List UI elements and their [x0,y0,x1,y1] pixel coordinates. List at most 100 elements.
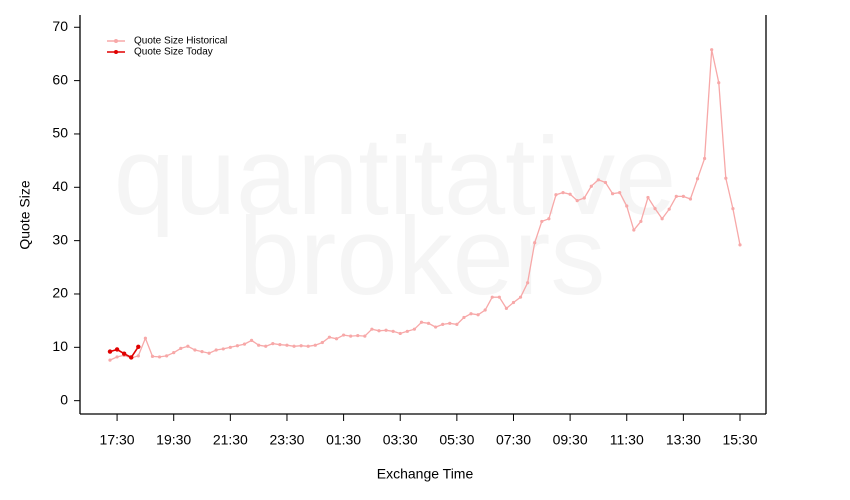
x-tick-label: 19:30 [156,432,191,448]
x-tick-label: 03:30 [383,432,418,448]
y-tick-label: 70 [52,18,68,34]
data-point [426,321,431,325]
data-point [278,343,282,347]
data-point [575,199,579,203]
data-point [667,207,671,211]
y-tick-label: 0 [60,391,68,407]
data-point [143,336,147,340]
x-axis-label: Exchange Time [377,466,474,482]
x-tick-label: 01:30 [326,432,361,448]
data-point [363,334,367,338]
data-point [568,192,572,196]
data-point [165,354,169,358]
x-tick-label: 09:30 [553,432,588,448]
data-point [476,313,480,317]
data-point [441,322,445,326]
data-point [384,328,388,332]
data-point [186,344,190,348]
data-point [356,333,360,338]
x-tick-label: 13:30 [666,432,701,448]
legend-marker [114,50,118,54]
data-point [200,349,204,354]
data-point [610,192,615,196]
data-point [320,340,324,345]
x-tick-label: 21:30 [213,432,248,448]
data-point [632,228,636,232]
data-point [469,312,473,316]
data-point [136,344,141,349]
x-tick-label: 05:30 [439,432,474,448]
data-point [596,178,601,182]
data-point [207,351,211,355]
data-point [107,349,113,354]
data-point [710,48,714,52]
data-point [214,348,218,352]
data-point [681,194,685,198]
data-point [242,342,247,346]
data-point [561,191,565,195]
data-point [172,351,176,355]
data-point [547,217,551,221]
data-point [235,344,240,348]
data-point [717,81,721,85]
data-point [221,347,225,351]
data-point [490,295,494,299]
data-point [115,355,119,359]
data-point [589,184,593,188]
data-point [179,346,183,350]
data-point [603,180,608,185]
data-point [448,321,452,325]
data-point [639,219,643,224]
data-point [299,344,303,348]
data-point [497,295,501,299]
data-point [419,320,424,324]
legend-marker [114,39,118,43]
data-point [150,354,155,358]
legend-label: Quote Size Today [134,47,213,58]
data-point [738,243,742,247]
data-point [349,334,353,338]
data-point [582,196,586,200]
data-point [526,281,530,285]
data-point [554,193,558,197]
data-point [108,358,112,362]
data-point [264,344,268,348]
data-point [703,156,707,161]
data-point [434,325,438,329]
data-point [405,329,409,333]
x-tick-label: 15:30 [722,432,757,448]
y-tick-label: 10 [52,338,68,354]
data-point [136,354,140,358]
data-point [462,315,466,320]
data-point [129,355,134,360]
y-axis-label: Quote Size [17,180,33,249]
data-point [121,351,127,356]
data-point [271,341,275,346]
data-point [724,176,728,180]
data-point [391,329,395,333]
data-point [327,335,332,339]
data-point [540,219,544,224]
data-point [306,344,310,348]
y-tick-label: 50 [52,125,68,141]
data-point [157,355,162,359]
x-tick-label: 11:30 [610,432,644,448]
data-point [660,217,664,221]
data-point [483,308,487,312]
data-point [518,295,523,299]
data-point [398,331,402,336]
data-point [228,345,232,349]
data-point [674,194,678,198]
data-point [292,344,296,348]
watermark: brokers [239,195,606,318]
data-point [455,322,459,326]
data-point [618,191,622,195]
data-point [257,343,261,347]
data-point [249,338,254,342]
data-point [377,329,381,333]
data-point [646,195,650,200]
data-point [504,306,509,310]
data-point [285,343,289,347]
data-point [370,327,374,331]
